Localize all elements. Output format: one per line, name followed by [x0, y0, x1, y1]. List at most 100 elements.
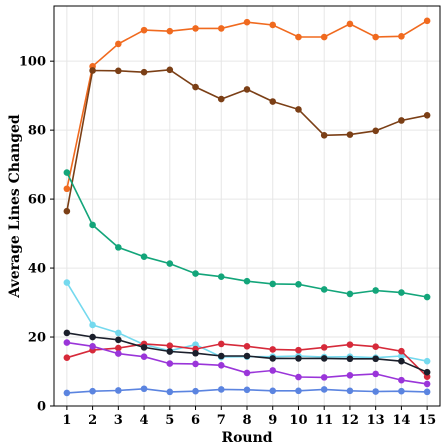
series-2-point [423, 112, 431, 119]
series-1-point [243, 18, 251, 26]
series-6 [63, 329, 431, 376]
x-axis-title: Round [221, 430, 272, 446]
series-7-point [398, 376, 405, 384]
series-2-point [269, 98, 277, 105]
series-2-point [89, 67, 96, 74]
series-8-point [398, 387, 405, 395]
y-axis-ticks: 0 20 40 60 80 100 [19, 55, 54, 415]
series-6-point [89, 333, 96, 341]
series-8-point [269, 387, 277, 395]
series-7-point [217, 362, 225, 369]
series-2-point [217, 95, 225, 103]
series-3-point [269, 280, 277, 288]
series-2-point [346, 131, 354, 138]
series-7-point [269, 367, 277, 374]
series-1-point [166, 27, 174, 35]
series-2-point [295, 106, 302, 113]
series-1-point [346, 20, 354, 28]
series-2-point [192, 83, 199, 91]
x-tick-label: 11 [315, 413, 333, 428]
series-7-point [192, 360, 199, 368]
x-tick-label: 12 [341, 413, 359, 428]
series-7 [63, 339, 431, 388]
series-6-point [192, 349, 199, 357]
series-4-point [63, 279, 71, 286]
series-1-point [217, 25, 225, 32]
series-5-point [372, 343, 379, 350]
y-tick-label: 80 [28, 124, 46, 139]
series-5-point [243, 343, 251, 350]
series-6-point [63, 329, 71, 337]
y-tick-label: 20 [28, 331, 46, 346]
x-tick-label: 9 [268, 413, 277, 428]
series-7-point [166, 360, 174, 367]
series-7-point [346, 372, 354, 379]
series-8-point [243, 386, 251, 394]
x-tick-label: 7 [217, 413, 226, 428]
series-5-point [346, 341, 354, 348]
series-6-point [346, 355, 354, 363]
series-7-point [63, 339, 71, 346]
series-6-point [166, 348, 174, 355]
series-2-point [115, 67, 122, 75]
series-5-point [115, 344, 122, 352]
series-7-point [115, 350, 122, 357]
series-5-point [398, 347, 405, 355]
series-2-point [63, 207, 71, 215]
series-4-point [423, 357, 431, 365]
series-6-point [217, 352, 225, 360]
series-3-point [115, 244, 122, 251]
series-3-point [140, 253, 148, 260]
series-4-point [89, 321, 96, 329]
series-1-point [423, 17, 431, 25]
x-tick-label: 2 [88, 413, 97, 428]
series-8-point [423, 388, 431, 396]
series-7-point [320, 374, 328, 381]
series-5-point [269, 346, 277, 353]
x-tick-label: 6 [191, 413, 200, 428]
series-group [63, 17, 431, 397]
series-6-point [398, 357, 405, 365]
series-8-point [63, 389, 71, 397]
series-5-point [63, 354, 71, 362]
series-8-point [346, 387, 354, 395]
series-5-point [295, 346, 302, 354]
series-5-point [166, 342, 174, 349]
series-1-point [320, 33, 328, 41]
series-8-point [217, 386, 225, 393]
series-7-point [89, 343, 96, 350]
x-axis-ticks: 1 2 3 4 5 6 7 8 9 10 11 12 13 14 15 [62, 406, 436, 428]
y-axis-title: Average Lines Changed [7, 114, 23, 299]
series-7-point [243, 369, 251, 377]
series-8-point [140, 385, 148, 393]
series-8-point [192, 387, 199, 395]
x-tick-label: 1 [62, 413, 71, 428]
series-3-point [423, 293, 431, 301]
series-8 [63, 385, 431, 397]
series-6-point [423, 368, 431, 376]
series-3-point [346, 290, 354, 298]
x-tick-label: 14 [392, 413, 410, 428]
x-tick-label: 3 [114, 413, 123, 428]
series-4-point [398, 352, 405, 360]
series-1-point [295, 33, 302, 41]
y-tick-label: 40 [28, 262, 46, 277]
y-tick-label: 100 [19, 55, 46, 70]
series-1-point [140, 26, 148, 34]
series-3 [63, 169, 431, 301]
series-7-point [423, 380, 431, 388]
series-6-point [269, 355, 277, 362]
series-6-point [115, 336, 122, 344]
series-6-point [372, 355, 379, 363]
series-1-point [372, 33, 379, 41]
series-2-point [398, 117, 405, 124]
series-3-point [295, 280, 302, 288]
series-1-point [63, 185, 71, 193]
series-4-point [115, 329, 122, 337]
series-8-point [295, 387, 302, 395]
series-3-point [166, 260, 174, 267]
series-2-point [243, 86, 251, 93]
series-7-point [372, 370, 379, 378]
series-6-point [140, 344, 148, 351]
